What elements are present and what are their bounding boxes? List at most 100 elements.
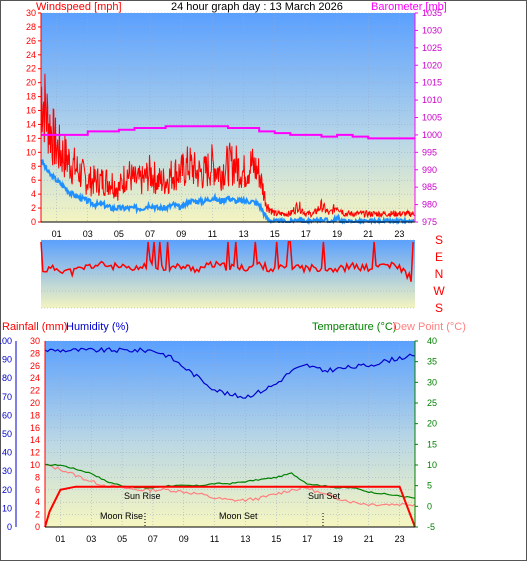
temp-tick-label: 5: [427, 481, 432, 491]
rain-tick-label: 10: [30, 460, 40, 470]
top-x-tick-label: 13: [239, 229, 249, 239]
baro-tick-label: 1010: [422, 95, 442, 105]
baro-tick-label: 1035: [422, 8, 442, 18]
baro-tick-label: 1030: [422, 25, 442, 35]
top-x-tick-label: 19: [332, 229, 342, 239]
bottom-x-tick-label: 11: [210, 534, 219, 544]
bottom-x-tick-label: 15: [271, 534, 281, 544]
windspeed-label: Windspeed [mph]: [36, 1, 122, 13]
rain-tick-label: 6: [35, 485, 40, 495]
sun-rise-label: Sun Rise: [124, 491, 161, 501]
wind-tick-label: 24: [26, 50, 36, 60]
baro-tick-label: 990: [422, 165, 437, 175]
bottom-x-tick-label: 23: [395, 534, 405, 544]
humidity-line: [44, 347, 416, 399]
baro-tick-label: 975: [422, 217, 437, 227]
top-axes: 0246810121416182022242628309759809859909…: [26, 8, 442, 239]
wind-tick-label: 8: [31, 161, 36, 171]
temp-tick-label: 20: [427, 419, 437, 429]
wind-tick-label: 10: [26, 147, 36, 157]
direction-label: N: [435, 267, 444, 281]
baro-tick-label: 980: [422, 200, 437, 210]
rain-tick-label: 26: [30, 361, 40, 371]
bottom-x-tick-label: 17: [302, 534, 312, 544]
wind-tick-label: 6: [31, 175, 36, 185]
rain-tick-label: 18: [30, 410, 40, 420]
humidity-tick-label: 40: [2, 448, 12, 458]
temp-tick-label: -5: [427, 522, 435, 532]
moon-rise-label: Moon Rise: [100, 511, 143, 521]
direction-label: S: [435, 233, 443, 247]
direction-label: S: [435, 301, 443, 315]
top-x-tick-label: 11: [208, 229, 217, 239]
bottom-x-tick-label: 13: [240, 534, 250, 544]
baro-tick-label: 1025: [422, 43, 442, 53]
direction-label: W: [433, 284, 445, 298]
humidity-tick-label: 90: [2, 355, 12, 365]
rain-tick-label: 28: [30, 348, 40, 358]
wind-tick-label: 2: [31, 203, 36, 213]
sun-set-label: Sun Set: [308, 491, 341, 501]
baro-tick-label: 995: [422, 147, 437, 157]
temp-tick-label: 40: [427, 336, 437, 346]
wind-avg-line: [40, 159, 415, 226]
wind-tick-label: 4: [31, 189, 36, 199]
wind-tick-label: 18: [26, 92, 36, 102]
bottom-x-tick-label: 01: [55, 534, 65, 544]
rain-tick-label: 16: [30, 423, 40, 433]
bottom-grid: [45, 340, 415, 528]
rain-tick-label: 0: [35, 522, 40, 532]
temp-tick-label: 35: [427, 357, 437, 367]
top-x-tick-label: 21: [363, 229, 373, 239]
bottom-x-tick-label: 09: [179, 534, 189, 544]
dewpoint-label: Dew Point (°C): [393, 321, 466, 333]
rain-tick-label: 8: [35, 472, 40, 482]
top-x-tick-label: 17: [301, 229, 311, 239]
rain-tick-label: 22: [30, 386, 40, 396]
bottom-axes: 0102030405060708090100024681012141618202…: [0, 336, 437, 544]
humidity-tick-label: 0: [7, 522, 12, 532]
page-title: 24 hour graph day : 13 March 2026: [171, 1, 343, 13]
rain-tick-label: 30: [30, 336, 40, 346]
humidity-tick-label: 10: [2, 503, 12, 513]
humidity-tick-label: 20: [2, 485, 12, 495]
wind-tick-label: 12: [26, 133, 36, 143]
direction-grid: [41, 239, 415, 309]
top-x-tick-label: 09: [176, 229, 186, 239]
temp-tick-label: 10: [427, 460, 437, 470]
rain-tick-label: 14: [30, 435, 40, 445]
temp-tick-label: 25: [427, 398, 437, 408]
temp-tick-label: 30: [427, 377, 437, 387]
wind-tick-label: 20: [26, 78, 36, 88]
direction-line: [40, 241, 414, 282]
temperature-label: Temperature (°C): [312, 321, 396, 333]
baro-tick-label: 1015: [422, 78, 442, 88]
top-x-tick-label: 05: [114, 229, 124, 239]
top-x-tick-label: 03: [83, 229, 93, 239]
top-x-tick-label: 01: [52, 229, 62, 239]
direction-label: E: [435, 250, 443, 264]
rain-tick-label: 24: [30, 373, 40, 383]
temperature-line: [45, 463, 416, 499]
wind-tick-label: 28: [26, 22, 36, 32]
bottom-x-tick-label: 07: [148, 534, 158, 544]
humidity-tick-label: 60: [2, 410, 12, 420]
bottom-x-tick-label: 03: [86, 534, 96, 544]
baro-tick-label: 985: [422, 182, 437, 192]
humidity-tick-label: 30: [2, 466, 12, 476]
wind-tick-label: 26: [26, 36, 36, 46]
moon-set-label: Moon Set: [219, 511, 258, 521]
bottom-x-tick-label: 21: [364, 534, 374, 544]
wind-tick-label: 14: [26, 119, 36, 129]
rain-tick-label: 12: [30, 448, 40, 458]
barometer-line: [41, 125, 415, 140]
wind-tick-label: 22: [26, 64, 36, 74]
bottom-series: [44, 347, 416, 528]
baro-tick-label: 1020: [422, 60, 442, 70]
baro-tick-label: 1005: [422, 113, 442, 123]
temp-tick-label: 0: [427, 501, 432, 511]
top-x-tick-label: 15: [270, 229, 280, 239]
top-series: [40, 73, 415, 226]
